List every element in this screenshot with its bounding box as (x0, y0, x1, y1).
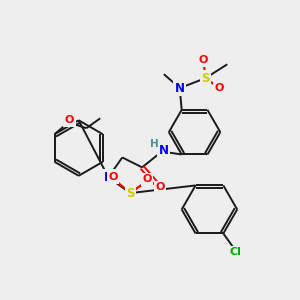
Text: N: N (159, 144, 169, 157)
Text: N: N (175, 82, 185, 94)
Text: O: O (142, 174, 152, 184)
Text: O: O (109, 172, 118, 182)
Text: N: N (103, 171, 113, 184)
Text: O: O (215, 83, 224, 93)
Text: O: O (65, 115, 74, 125)
Text: Cl: Cl (229, 247, 241, 257)
Text: S: S (201, 72, 210, 85)
Text: O: O (199, 55, 208, 65)
Text: S: S (126, 187, 134, 200)
Text: O: O (155, 182, 165, 192)
Text: H: H (150, 139, 158, 148)
